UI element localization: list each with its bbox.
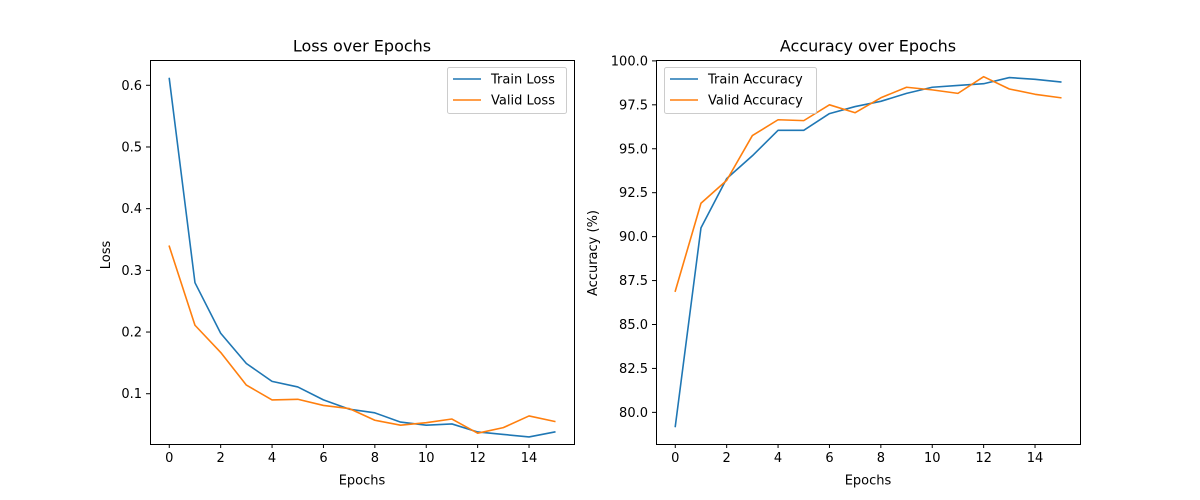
y-tick-label: 0.6: [121, 79, 142, 94]
x-tick-label: 14: [1027, 451, 1044, 466]
x-tick-label: 2: [723, 451, 731, 466]
x-tick-label: 10: [418, 451, 435, 466]
y-tick-label: 87.5: [619, 274, 648, 289]
legend-label: Train Accuracy: [707, 73, 803, 88]
legend: Train Loss Valid Loss: [447, 67, 567, 114]
loss-chart: Loss over Epochs Epochs Loss 0 2 4 6 8 10 12 14…: [99, 37, 575, 489]
y-tick-label: 80.0: [619, 406, 648, 421]
x-tick-label: 8: [877, 451, 885, 466]
x-tick-label: 14: [521, 451, 538, 466]
y-tick-label: 0.2: [121, 326, 142, 341]
y-tick-label: 0.5: [121, 140, 142, 155]
x-tick-label: 6: [825, 451, 833, 466]
legend-label: Valid Accuracy: [708, 94, 803, 109]
x-tick-label: 12: [469, 451, 486, 466]
x-tick-label: 12: [975, 451, 992, 466]
x-tick-label: 4: [268, 451, 276, 466]
y-axis-label: Accuracy (%): [586, 210, 601, 296]
legend-label: Valid Loss: [491, 94, 555, 109]
legend: Train Accuracy Valid Accuracy: [664, 67, 817, 114]
y-tick-label: 95.0: [619, 142, 648, 157]
y-tick-label: 92.5: [619, 186, 648, 201]
accuracy-chart: Accuracy over Epochs Epochs Accuracy (%)…: [586, 37, 1081, 489]
x-tick-label: 0: [165, 451, 173, 466]
x-tick-label: 0: [671, 451, 679, 466]
chart-title: Accuracy over Epochs: [780, 37, 956, 56]
x-tick-label: 8: [371, 451, 379, 466]
x-tick-label: 2: [217, 451, 225, 466]
x-tick-label: 6: [319, 451, 327, 466]
x-axis-label: Epochs: [845, 474, 892, 489]
legend-label: Train Loss: [490, 73, 555, 88]
plot-frame: [150, 60, 575, 445]
y-tick-label: 0.4: [121, 202, 142, 217]
y-tick-label: 0.1: [121, 387, 142, 402]
series-line-valid-loss: [168, 245, 556, 435]
y-tick-label: 85.0: [619, 318, 648, 333]
x-tick-label: 4: [774, 451, 782, 466]
chart-title: Loss over Epochs: [293, 37, 431, 56]
y-tick-label: 0.3: [121, 264, 142, 279]
y-tick-label: 90.0: [619, 230, 648, 245]
plot-frame: [656, 60, 1081, 445]
legend-box: [664, 67, 817, 114]
y-tick-label: 97.5: [619, 98, 648, 113]
y-axis-label: Loss: [99, 241, 114, 270]
series-line-valid-accuracy: [674, 75, 1062, 293]
series-line-train-accuracy: [674, 76, 1062, 428]
x-tick-label: 10: [924, 451, 941, 466]
y-tick-label: 82.5: [619, 362, 648, 377]
y-tick-label: 100.0: [611, 54, 648, 69]
x-axis-label: Epochs: [339, 474, 386, 489]
series-line-train-loss: [168, 77, 556, 438]
